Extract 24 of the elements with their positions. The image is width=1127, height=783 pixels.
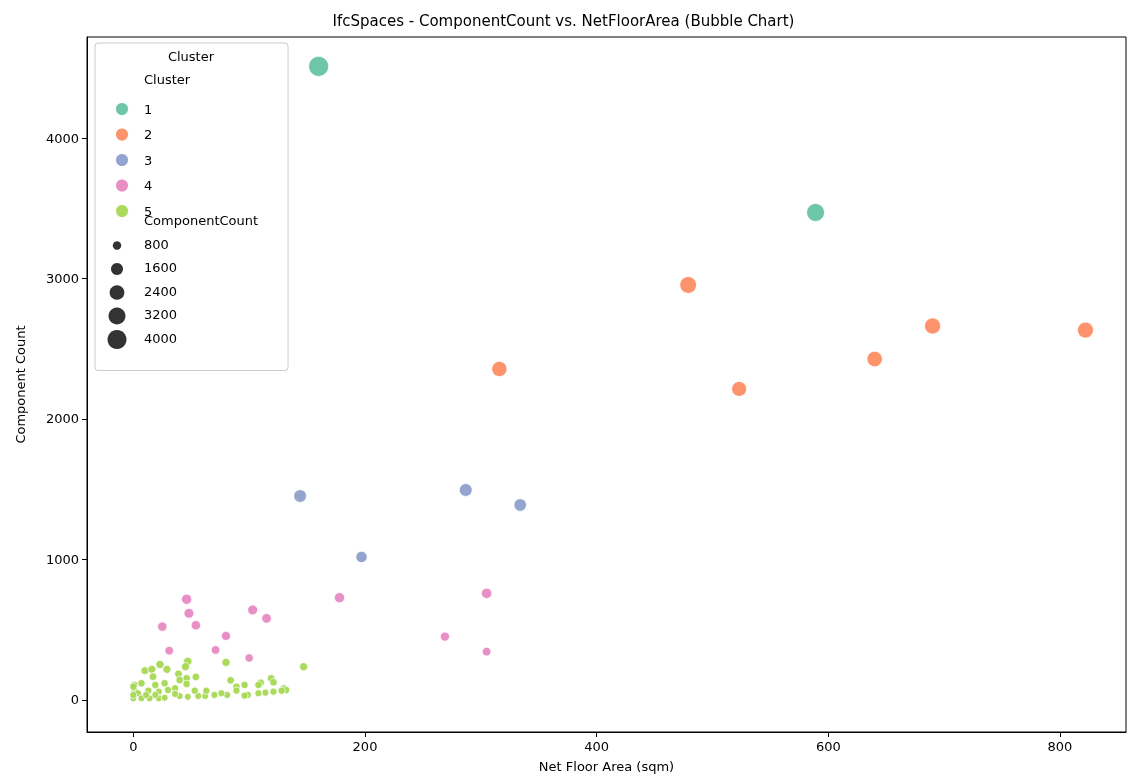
- y-tick-label: 1000: [45, 551, 79, 567]
- legend-label: 2: [144, 127, 153, 142]
- x-tick-label: 200: [352, 739, 378, 754]
- legend-title: Cluster: [167, 49, 215, 64]
- x-tick-label: 0: [129, 739, 138, 754]
- y-tick-label: 4000: [45, 130, 79, 146]
- x-tick-label: 600: [815, 739, 841, 754]
- legend-label: 3200: [144, 307, 178, 322]
- legend-label: 3: [144, 152, 153, 168]
- y-axis-title: Component Count: [13, 325, 28, 444]
- legend-label: 1: [144, 101, 153, 117]
- x-axis-title: Net Floor Area (sqm): [538, 759, 675, 774]
- legend-label: 2400: [144, 283, 178, 299]
- legend-label: 1600: [144, 260, 178, 275]
- x-tick-label: 800: [1047, 739, 1073, 754]
- legend-label: 4: [144, 178, 153, 193]
- y-tick-label: 2000: [45, 411, 79, 427]
- annotation: Cluster: [144, 72, 191, 87]
- legend-label: 800: [144, 236, 169, 252]
- y-tick-label: 3000: [45, 271, 79, 286]
- y-tick-label: 0: [70, 692, 79, 708]
- legend-label: 4000: [144, 330, 178, 346]
- x-tick-label: 400: [584, 739, 610, 754]
- chart-title: IfcSpaces - ComponentCount vs. NetFloorArea (Bubble Chart): [332, 11, 795, 30]
